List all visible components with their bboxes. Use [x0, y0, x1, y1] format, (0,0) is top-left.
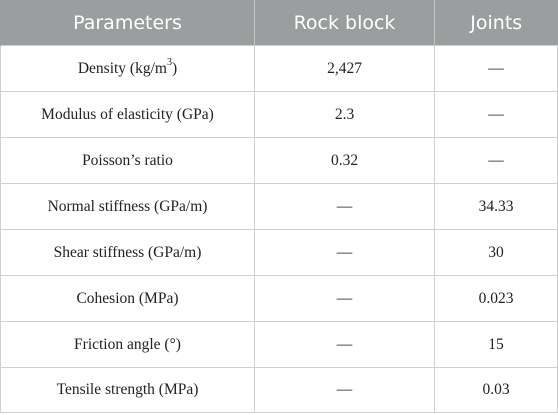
parameter-cell: Density (kg/m3): [0, 45, 255, 92]
joints-cell: —: [434, 45, 558, 92]
joints-cell: 15: [434, 321, 558, 368]
table-row: Normal stiffness (GPa/m) — 34.33: [0, 183, 558, 230]
parameter-cell: Modulus of elasticity (GPa): [0, 91, 255, 138]
table-row: Friction angle (°) — 15: [0, 321, 558, 368]
rock-block-cell: —: [254, 275, 435, 322]
table-header: Parameters Rock block Joints: [0, 0, 558, 46]
parameter-cell: Shear stiffness (GPa/m): [0, 229, 255, 276]
rock-block-cell: —: [254, 183, 435, 230]
table-row: Density (kg/m3) 2,427 —: [0, 45, 558, 92]
table-row: Poisson’s ratio 0.32 —: [0, 137, 558, 184]
header-joints: Joints: [434, 0, 558, 46]
parameter-cell: Tensile strength (MPa): [0, 367, 255, 413]
header-parameters: Parameters: [0, 0, 255, 46]
joints-cell: —: [434, 91, 558, 138]
joints-cell: 30: [434, 229, 558, 276]
table-row: Shear stiffness (GPa/m) — 30: [0, 229, 558, 276]
table-row: Cohesion (MPa) — 0.023: [0, 275, 558, 322]
parameter-label: Density (kg/m: [77, 59, 167, 77]
rock-block-cell: 2.3: [254, 91, 435, 138]
joints-cell: 34.33: [434, 183, 558, 230]
header-rock-block: Rock block: [254, 0, 435, 46]
joints-cell: 0.023: [434, 275, 558, 322]
parameter-cell: Friction angle (°): [0, 321, 255, 368]
table-body: Density (kg/m3) 2,427 — Modulus of elast…: [0, 45, 558, 413]
rock-block-cell: —: [254, 367, 435, 413]
table-row: Tensile strength (MPa) — 0.03: [0, 367, 558, 413]
joints-cell: 0.03: [434, 367, 558, 413]
rock-block-cell: 0.32: [254, 137, 435, 184]
parameter-cell: Cohesion (MPa): [0, 275, 255, 322]
joints-cell: —: [434, 137, 558, 184]
unit-superscript: 3: [166, 56, 172, 68]
parameter-cell: Poisson’s ratio: [0, 137, 255, 184]
header-row: Parameters Rock block Joints: [0, 0, 558, 46]
parameter-cell: Normal stiffness (GPa/m): [0, 183, 255, 230]
table-row: Modulus of elasticity (GPa) 2.3 —: [0, 91, 558, 138]
rock-block-cell: —: [254, 321, 435, 368]
parameter-label-tail: ): [171, 59, 178, 77]
rock-block-cell: 2,427: [254, 45, 435, 92]
rock-block-cell: —: [254, 229, 435, 276]
